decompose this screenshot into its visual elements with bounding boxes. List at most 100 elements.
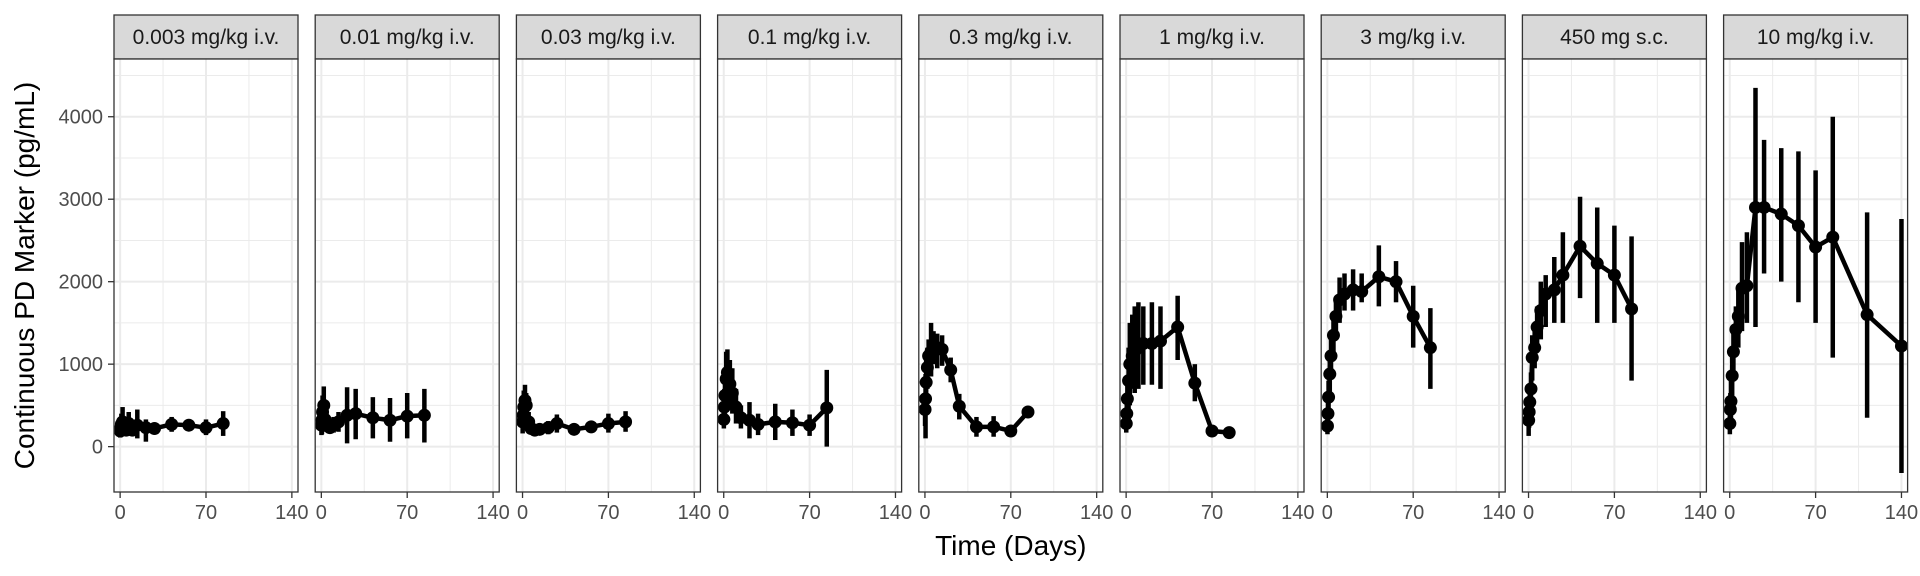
facet-panel: 450 mg s.c. 0 70 140	[1521, 14, 1717, 524]
facet-strip-label: 450 mg s.c.	[1560, 26, 1669, 49]
data-point	[1547, 283, 1561, 297]
facet-panel: 10 mg/kg i.v. 0 70 140	[1722, 14, 1918, 524]
facet-strip	[113, 14, 299, 60]
x-tick-label: 0	[316, 502, 327, 524]
data-point	[1222, 426, 1236, 440]
data-point	[1321, 407, 1335, 421]
data-point	[1119, 417, 1133, 431]
facet-strip-label: 0.01 mg/kg i.v.	[340, 26, 475, 49]
y-axis: 0 1000 2000 3000 4000	[59, 107, 114, 459]
data-point	[1607, 268, 1621, 282]
data-point	[820, 401, 834, 415]
data-point	[1372, 270, 1386, 284]
data-point	[1021, 405, 1035, 419]
y-tick-label: 0	[92, 437, 103, 459]
data-point	[383, 413, 397, 427]
facet-strip-label: 1 mg/kg i.v.	[1159, 26, 1265, 49]
data-point	[717, 412, 731, 426]
data-point	[601, 417, 615, 431]
panels-layer: 0.003 mg/kg i.v. 0 70 140 0.01 mg/kg i.v. 0 70…	[113, 14, 1918, 524]
x-tick-label: 70	[597, 502, 619, 524]
x-tick-label: 0	[1121, 502, 1132, 524]
x-tick-label: 0	[919, 502, 930, 524]
data-point	[1731, 309, 1745, 323]
facet-strip-label: 0.003 mg/kg i.v.	[133, 26, 280, 49]
x-tick-label: 70	[798, 502, 820, 524]
x-tick-label: 0	[517, 502, 528, 524]
data-point	[918, 403, 932, 417]
data-point	[720, 365, 734, 379]
facet-strip-label: 10 mg/kg i.v.	[1757, 26, 1875, 49]
facet-strip	[918, 14, 1104, 60]
data-point	[1523, 395, 1537, 409]
data-point	[1625, 302, 1639, 316]
data-point	[584, 420, 598, 434]
x-tick-label: 140	[1281, 502, 1314, 524]
data-point	[1757, 200, 1771, 214]
data-point	[1894, 339, 1908, 353]
data-point	[1530, 320, 1544, 334]
facet-strip-label: 3 mg/kg i.v.	[1360, 26, 1466, 49]
facet-panel: 0.1 mg/kg i.v. 0 70 140	[716, 14, 912, 524]
data-point	[944, 363, 958, 377]
data-point	[1573, 239, 1587, 253]
data-point	[317, 398, 331, 412]
data-point	[216, 417, 230, 431]
data-point	[1590, 257, 1604, 271]
data-point	[725, 386, 739, 400]
facet-panel: 1 mg/kg i.v. 0 70 140	[1119, 14, 1315, 524]
data-point	[920, 360, 934, 374]
data-point	[147, 421, 161, 435]
data-point	[199, 421, 213, 435]
data-point	[717, 400, 731, 414]
data-point	[1120, 407, 1134, 421]
data-point	[1406, 309, 1420, 323]
data-point	[550, 417, 564, 431]
data-point	[1326, 328, 1340, 342]
data-point	[1171, 320, 1185, 334]
facet-strip-label: 0.3 mg/kg i.v.	[949, 26, 1072, 49]
data-point	[1355, 285, 1369, 299]
data-point	[1809, 240, 1823, 254]
data-point	[987, 420, 1001, 434]
x-axis-title: Time (Days)	[935, 530, 1086, 561]
data-point	[1323, 367, 1337, 381]
data-point	[1329, 309, 1343, 323]
data-point	[1726, 345, 1740, 359]
data-point	[1826, 230, 1840, 244]
data-point	[1524, 382, 1538, 396]
data-point	[1522, 405, 1536, 419]
x-tick-label: 140	[1080, 502, 1113, 524]
x-tick-label: 70	[396, 502, 418, 524]
data-point	[1324, 349, 1338, 363]
facet-strip	[515, 14, 702, 60]
x-tick-label: 70	[1603, 502, 1625, 524]
x-tick-label: 140	[1482, 502, 1515, 524]
facet-strip	[716, 14, 903, 60]
data-point	[803, 418, 817, 432]
x-tick-label: 0	[1322, 502, 1333, 524]
data-point	[165, 417, 179, 431]
data-point	[768, 415, 782, 429]
data-point	[366, 411, 380, 425]
data-point	[1860, 308, 1874, 322]
facet-panel: 3 mg/kg i.v. 0 70 140	[1320, 14, 1516, 524]
x-tick-label: 0	[115, 502, 126, 524]
x-tick-label: 70	[1000, 502, 1022, 524]
data-point	[1724, 394, 1738, 408]
data-point	[1320, 419, 1334, 433]
data-point	[919, 375, 933, 389]
x-tick-label: 70	[195, 502, 217, 524]
x-tick-label: 70	[1201, 502, 1223, 524]
x-tick-label: 140	[275, 502, 308, 524]
x-tick-label: 140	[1885, 502, 1918, 524]
x-tick-label: 140	[476, 502, 509, 524]
facet-strip-label: 0.03 mg/kg i.v.	[541, 26, 676, 49]
data-point	[751, 417, 765, 431]
data-point	[935, 342, 949, 356]
data-point	[1153, 334, 1167, 348]
data-point	[1723, 417, 1737, 431]
x-tick-label: 0	[1724, 502, 1735, 524]
y-tick-label: 3000	[59, 189, 104, 211]
